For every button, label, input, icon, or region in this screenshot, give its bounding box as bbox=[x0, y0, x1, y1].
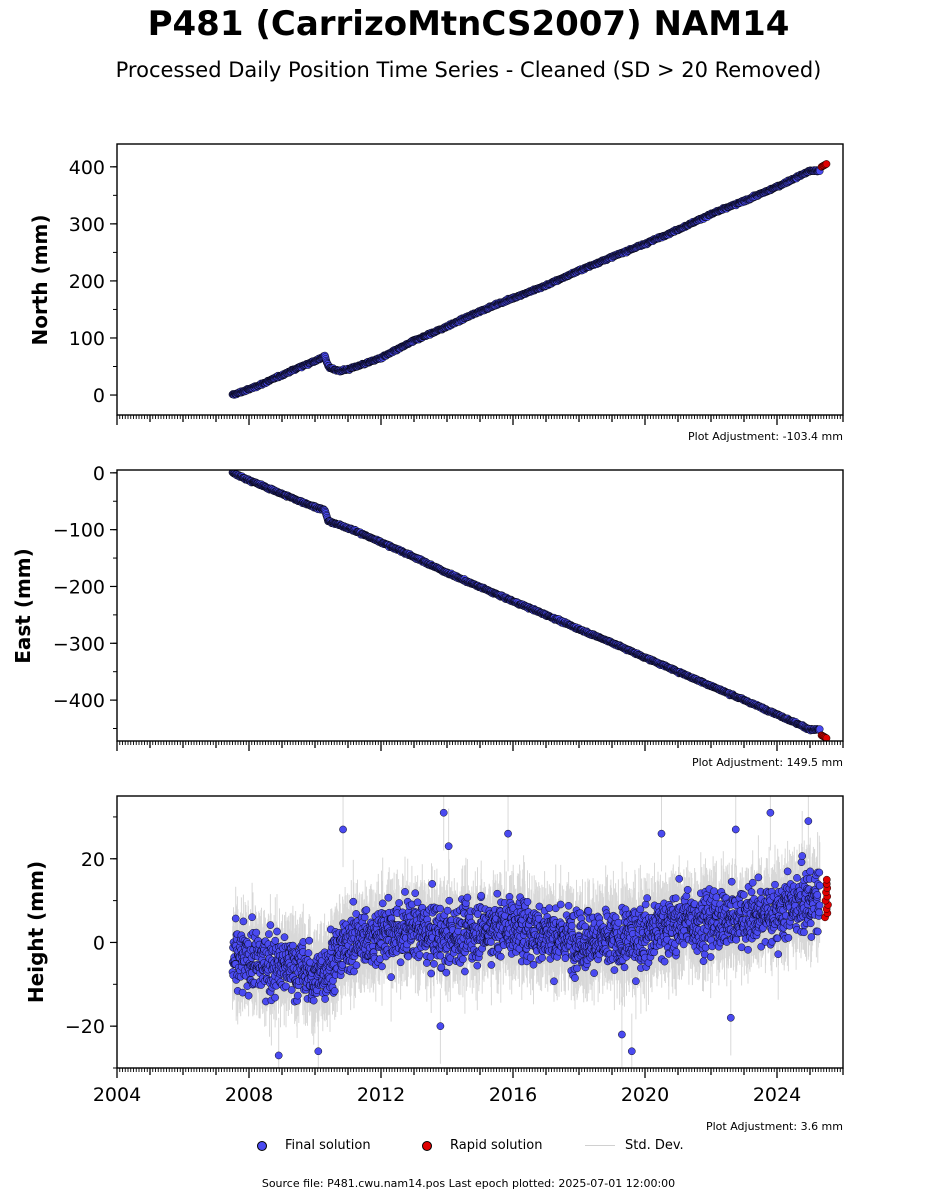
rapid-solution-points bbox=[817, 160, 831, 171]
y-tick-label: −400 bbox=[53, 690, 105, 712]
height-axis-label: Height (mm) bbox=[24, 861, 48, 1003]
north-axis-label: North (mm) bbox=[28, 214, 52, 345]
plot-frame bbox=[116, 143, 844, 416]
north-adjustment: Plot Adjustment: -103.4 mm bbox=[688, 430, 843, 443]
plot-area bbox=[228, 160, 831, 399]
y-tick-label: 0 bbox=[93, 463, 105, 485]
page-subtitle: Processed Daily Position Time Series - C… bbox=[115, 58, 822, 82]
page-title: P481 (CarrizoMtnCS2007) NAM14 bbox=[147, 4, 790, 44]
height-panel: Height (mm) Plot Adjustment: 3.6 mm −200… bbox=[24, 795, 844, 1133]
east-adjustment: Plot Adjustment: 149.5 mm bbox=[692, 756, 843, 769]
final-solution-points bbox=[228, 166, 824, 399]
rapid-solution-points bbox=[817, 731, 831, 741]
y-tick-label: 400 bbox=[69, 157, 105, 179]
east-axis-label: East (mm) bbox=[11, 548, 35, 664]
y-tick-label: −200 bbox=[53, 576, 105, 598]
y-tick-label: 200 bbox=[69, 271, 105, 293]
east-panel: East (mm) Plot Adjustment: 149.5 mm 0 −10… bbox=[11, 463, 844, 769]
rapid-solution-point bbox=[822, 160, 831, 168]
final-solution-points bbox=[228, 470, 824, 735]
y-tick-label: −300 bbox=[53, 633, 105, 655]
y-tick-label: −100 bbox=[53, 520, 105, 542]
y-tick-label: 300 bbox=[69, 214, 105, 236]
height-adjustment: Plot Adjustment: 3.6 mm bbox=[706, 1120, 843, 1133]
plot-area bbox=[228, 796, 832, 1068]
y-tick-label: 0 bbox=[93, 385, 105, 407]
north-panel: North (mm) Plot Adjustment: -103.4 mm 0 1… bbox=[28, 143, 844, 443]
plot-area bbox=[228, 470, 831, 741]
rapid-solution-point bbox=[822, 734, 831, 741]
y-tick-label: 100 bbox=[69, 328, 105, 350]
